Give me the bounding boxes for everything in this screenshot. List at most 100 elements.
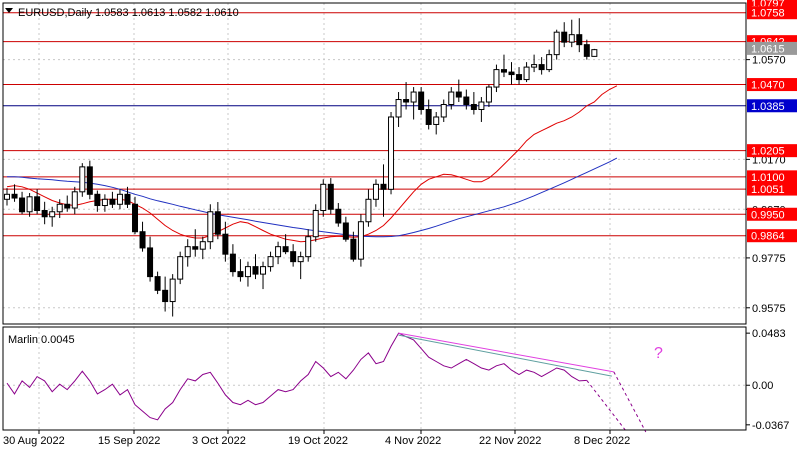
bull-candle-body [312, 210, 319, 238]
level-label: 0.9864 [751, 231, 785, 243]
bull-candle-body [523, 66, 530, 81]
bear-candle-body [109, 198, 116, 205]
osc-tick-label: -0.0367 [752, 420, 789, 432]
candle [523, 62, 530, 83]
bull-candle-body [493, 69, 500, 88]
candle [591, 48, 598, 57]
level-label-box [747, 229, 797, 243]
candle [34, 189, 41, 215]
candle [147, 236, 154, 282]
candle [132, 196, 139, 235]
bear-candle-body [335, 208, 342, 224]
candle [500, 54, 507, 78]
candle [455, 79, 462, 103]
candle [244, 261, 251, 287]
bear-candle-body [86, 166, 93, 195]
candle [26, 193, 33, 217]
candle [546, 49, 553, 73]
bear-candle-body [500, 69, 507, 73]
candle [440, 99, 447, 122]
candle [86, 160, 93, 200]
level-label-box [747, 144, 797, 158]
trend-lines [398, 332, 647, 433]
bull-candle-body [184, 246, 191, 258]
level-label: 1.0100 [751, 172, 785, 184]
candle [199, 236, 206, 260]
bull-candle-body [478, 101, 485, 111]
candle [350, 231, 357, 262]
time-axis: 30 Aug 2022 15 Sep 2022 3 Oct 2022 19 Oct 2… [3, 430, 630, 447]
osc-tick-label: 0.00 [752, 380, 773, 392]
bull-candle-body [199, 241, 206, 250]
candle [388, 111, 395, 195]
bear-candle-body [132, 203, 139, 233]
candle [568, 19, 575, 48]
candle [49, 206, 56, 227]
candle [478, 97, 485, 122]
oscillator-label: Marlin 0.0045 [8, 334, 75, 346]
osc-trend-magenta[interactable] [398, 332, 614, 373]
candle [162, 276, 169, 312]
candle [169, 274, 176, 317]
ma-fast-line [6, 85, 618, 243]
bull-candle-body [433, 116, 440, 125]
level-label: 1.0758 [751, 8, 785, 20]
bull-candle-body [546, 54, 553, 71]
bear-candle-body [380, 183, 387, 190]
bull-candle-body [531, 64, 538, 68]
time-tick-label: 4 Nov 2022 [385, 435, 441, 447]
collapse-arrow-icon[interactable] [5, 8, 13, 13]
bear-candle-body [470, 104, 477, 111]
candle [320, 179, 327, 217]
level-label: 1.0797 [751, 0, 785, 10]
candle [380, 164, 387, 217]
candle [94, 190, 101, 212]
candle [267, 251, 274, 272]
bear-candle-body [147, 247, 154, 278]
symbol-label: EURUSD,Daily 1.0583 1.0613 1.0582 1.0610 [18, 7, 239, 19]
candle [508, 62, 515, 85]
candle [418, 87, 425, 115]
bear-candle-body [561, 31, 568, 43]
bear-candle-body [342, 222, 349, 240]
candle [109, 191, 116, 209]
bear-candle-body [124, 193, 131, 205]
bear-candle-body [34, 196, 41, 212]
bear-candle-body [64, 203, 71, 209]
bear-candle-body [282, 246, 289, 253]
candle [222, 221, 229, 262]
bear-candle-body [192, 246, 199, 250]
candle [470, 92, 477, 115]
candle [56, 199, 63, 218]
candle [11, 184, 18, 202]
candle [342, 216, 349, 242]
candle [116, 189, 123, 210]
candle [229, 244, 236, 277]
level-label-box [747, 41, 797, 55]
candle [463, 89, 470, 110]
candle [19, 191, 26, 215]
bull-candle-body [267, 256, 274, 268]
candle [410, 87, 417, 120]
time-tick-label: 8 Dec 2022 [574, 435, 630, 447]
time-tick-label: 22 Nov 2022 [479, 435, 541, 447]
osc-trend-teal[interactable] [398, 334, 612, 377]
bull-candle-body [485, 86, 492, 103]
bull-candle-body [4, 193, 10, 200]
time-tick-label: 3 Oct 2022 [192, 435, 246, 447]
bull-candle-body [305, 236, 312, 258]
bull-candle-body [553, 31, 560, 56]
time-tick-label: 30 Aug 2022 [3, 435, 65, 447]
bull-candle-body [410, 91, 417, 103]
oscillator-axis: 0.0483 0.00 -0.0367 [746, 328, 789, 432]
bull-candle-body [395, 99, 402, 118]
bull-candle-body [568, 34, 575, 43]
level-label-box [747, 6, 797, 20]
level-label: 1.0615 [751, 43, 785, 55]
bull-candle-body [207, 211, 214, 243]
candle [538, 57, 545, 75]
time-tick-label: 19 Oct 2022 [288, 435, 348, 447]
bear-candle-body [222, 233, 229, 255]
candle [485, 84, 492, 108]
candle [583, 39, 590, 60]
